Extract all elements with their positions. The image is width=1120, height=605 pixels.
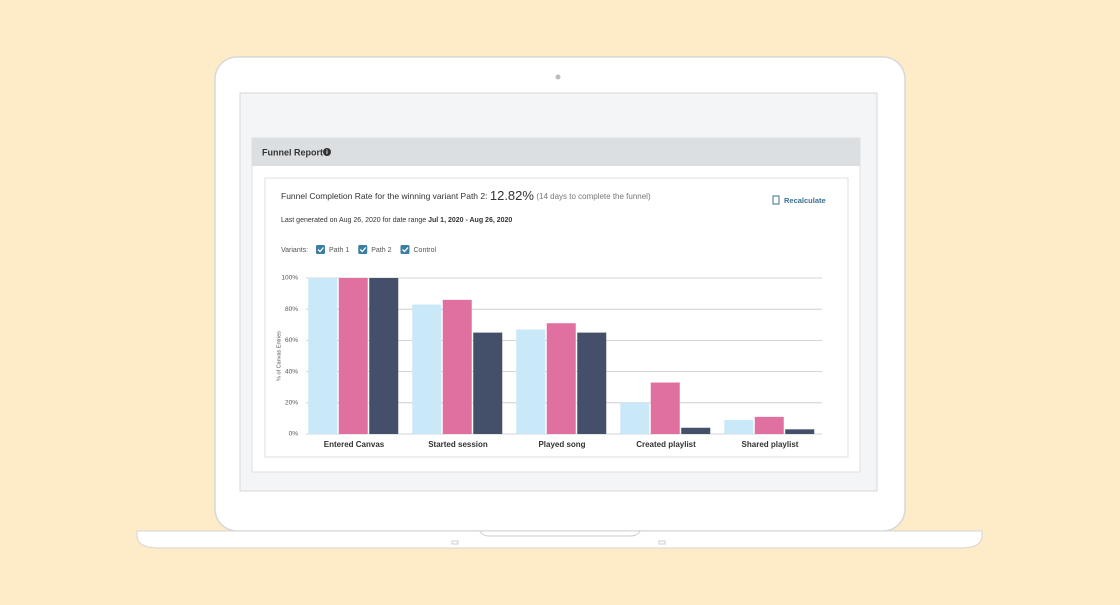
variants-label: Variants: [281, 247, 308, 254]
panel-header [252, 138, 860, 166]
bar [516, 329, 546, 434]
x-tick-label: Started session [428, 440, 488, 449]
bar [620, 402, 650, 434]
bar [785, 429, 815, 434]
panel-title: Funnel Report [262, 147, 323, 157]
recalculate-button[interactable]: Recalculate [784, 196, 826, 205]
x-tick-label: Entered Canvas [324, 440, 385, 449]
y-tick-label: 80% [285, 306, 298, 313]
bar [369, 278, 399, 434]
rate-note: (14 days to complete the funnel) [536, 192, 651, 201]
camera [555, 74, 561, 80]
y-axis-label: % of Canvas Entries [276, 331, 282, 381]
laptop-base [136, 530, 983, 549]
laptop-notch [479, 530, 641, 537]
bar [754, 416, 784, 434]
rate: 12.82% [490, 188, 535, 203]
foot [658, 540, 666, 545]
y-tick-label: 100% [281, 275, 298, 282]
bar [577, 332, 607, 434]
y-tick-label: 20% [285, 400, 298, 407]
bar [473, 332, 503, 434]
calc-icon [772, 195, 780, 205]
legend-checkbox[interactable] [358, 245, 368, 254]
bar [412, 304, 442, 434]
headline: Funnel Completion Rate for the winning v… [281, 188, 651, 203]
bar [650, 382, 680, 434]
bar [724, 419, 754, 434]
legend-label: Path 1 [329, 247, 349, 254]
legend-checkbox[interactable] [316, 245, 325, 254]
chart: 0% 20% 40% 60% 80% 100% Path 1 Path 2 Control Ent… [281, 245, 822, 449]
bar [308, 278, 338, 434]
bar [681, 427, 711, 434]
y-tick-label: 0% [289, 431, 299, 438]
legend-label: Path 2 [371, 247, 391, 254]
x-tick-label: Shared playlist [742, 440, 799, 449]
y-tick-label: 60% [285, 337, 298, 344]
bar [546, 323, 576, 434]
bar [338, 278, 368, 434]
info-glyph: i [326, 150, 328, 156]
headline-text: Funnel Completion Rate for the winning v… [281, 191, 487, 201]
bar [442, 299, 472, 434]
x-tick-label: Played song [538, 440, 585, 449]
foot [451, 540, 459, 545]
info-icon[interactable] [323, 148, 331, 156]
generated-text: Last generated on Aug 26, 2020 for date … [281, 217, 426, 224]
y-tick-label: 40% [285, 368, 298, 375]
legend-label: Control [414, 247, 437, 254]
check-glyph [317, 247, 324, 253]
check-glyph [402, 247, 409, 253]
date-range: Jul 1, 2020 - Aug 26, 2020 [428, 217, 512, 224]
check-glyph [359, 247, 367, 253]
generated: Last generated on Aug 26, 2020 for date … [281, 217, 512, 224]
legend-checkbox[interactable] [400, 245, 410, 254]
x-tick-label: Created playlist [636, 440, 696, 449]
